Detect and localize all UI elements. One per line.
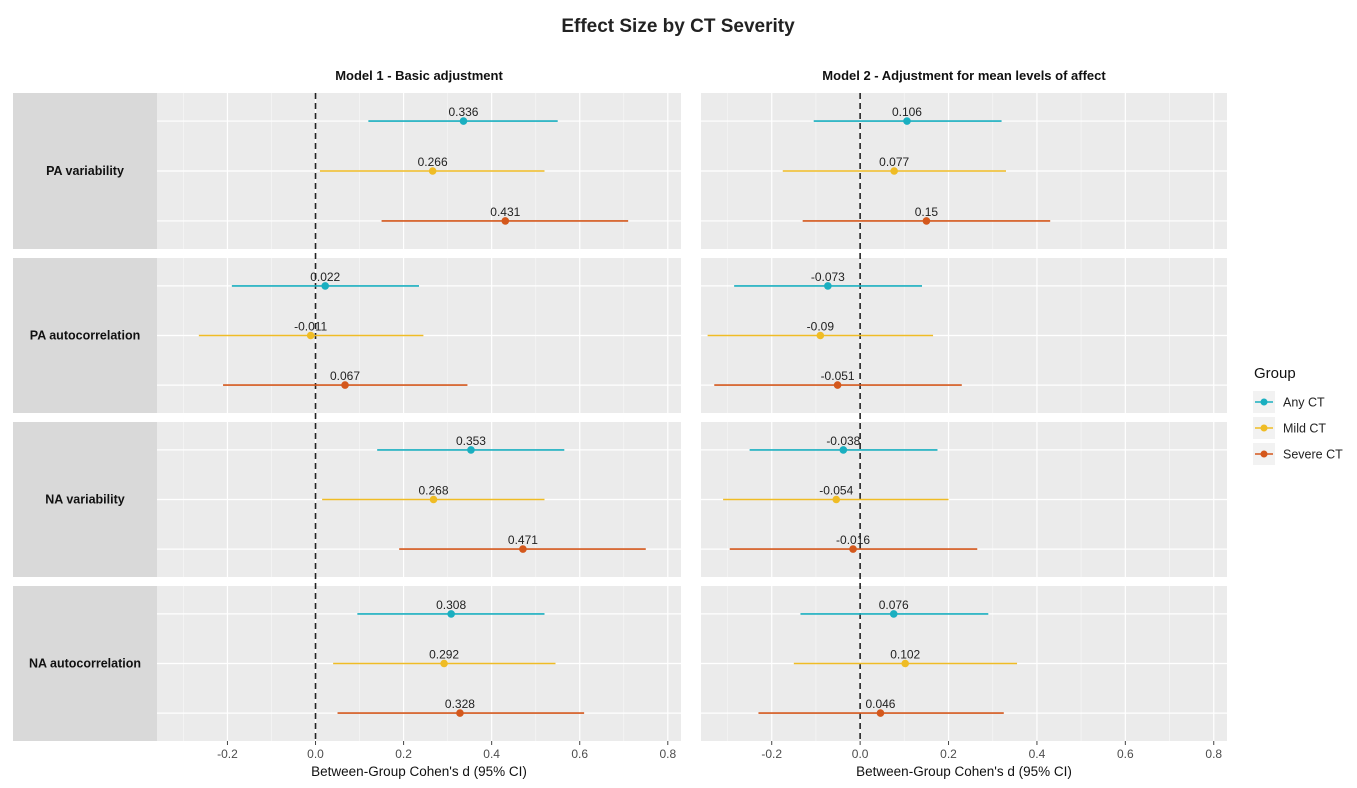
legend-title: Group <box>1254 365 1296 382</box>
data-label: 0.353 <box>456 434 486 448</box>
x-tick-label: 0.2 <box>395 747 412 761</box>
x-tick-label: 0.4 <box>483 747 500 761</box>
data-label: 0.046 <box>865 697 895 711</box>
x-tick-label: 0.8 <box>659 747 676 761</box>
x-axis-title: Between-Group Cohen's d (95% CI) <box>311 764 527 779</box>
row-label-pa-variability: PA variability <box>46 164 124 178</box>
x-tick-label: -0.2 <box>761 747 782 761</box>
data-label: 0.336 <box>448 105 478 119</box>
x-tick-label: 0.0 <box>852 747 869 761</box>
legend-label-mild-ct: Mild CT <box>1283 422 1326 436</box>
point-severe-ct <box>833 381 842 389</box>
data-label: 0.076 <box>879 598 909 612</box>
x-tick-label: 0.2 <box>940 747 957 761</box>
row-label-na-variability: NA variability <box>45 493 124 507</box>
point-mild-ct <box>832 495 841 504</box>
data-label: 0.067 <box>330 369 360 383</box>
legend-label-severe-ct: Severe CT <box>1283 448 1343 462</box>
legend-key-point-any-ct <box>1260 398 1268 406</box>
data-label: 0.431 <box>490 205 520 219</box>
data-label: -0.051 <box>821 369 855 383</box>
row-strip-na-variability <box>13 422 157 577</box>
point-any-ct <box>903 117 911 125</box>
point-severe-ct <box>849 545 857 553</box>
point-severe-ct <box>501 217 510 225</box>
row-strip-na-autocorrelation <box>13 586 157 741</box>
data-label: -0.054 <box>819 484 853 498</box>
data-label: -0.038 <box>826 434 860 448</box>
point-severe-ct <box>876 709 885 717</box>
data-label: -0.011 <box>294 320 327 334</box>
point-any-ct <box>459 117 468 125</box>
data-label: 0.328 <box>445 697 475 711</box>
row-label-na-autocorrelation: NA autocorrelation <box>29 657 141 671</box>
data-label: 0.292 <box>429 648 459 662</box>
point-severe-ct <box>456 709 464 717</box>
data-label: 0.106 <box>892 105 922 119</box>
point-severe-ct <box>922 217 931 225</box>
data-label: 0.102 <box>890 648 920 662</box>
panel-title-1: Model 1 - Basic adjustment <box>335 68 503 83</box>
point-any-ct <box>839 446 848 454</box>
x-tick-label: 0.6 <box>571 747 588 761</box>
point-mild-ct <box>429 495 438 504</box>
chart-title: Effect Size by CT Severity <box>561 16 795 37</box>
row-strip-pa-variability <box>13 93 157 249</box>
point-mild-ct <box>890 167 898 175</box>
panel-title-2: Model 2 - Adjustment for mean levels of … <box>822 68 1106 83</box>
point-mild-ct <box>440 659 448 668</box>
x-axis-title: Between-Group Cohen's d (95% CI) <box>856 764 1072 779</box>
point-any-ct <box>321 282 330 290</box>
point-mild-ct <box>901 659 910 668</box>
data-label: 0.268 <box>419 484 449 498</box>
row-strip-pa-autocorrelation <box>13 258 157 413</box>
point-any-ct <box>447 610 455 618</box>
x-tick-label: 0.8 <box>1205 747 1222 761</box>
point-mild-ct <box>306 331 315 340</box>
point-mild-ct <box>816 331 825 340</box>
data-label: -0.09 <box>807 320 835 334</box>
legend-label-any-ct: Any CT <box>1283 396 1325 410</box>
data-label: 0.471 <box>508 533 538 547</box>
x-tick-label: -0.2 <box>217 747 238 761</box>
point-severe-ct <box>519 545 527 553</box>
data-label: -0.016 <box>836 533 870 547</box>
x-tick-label: 0.6 <box>1117 747 1134 761</box>
point-any-ct <box>467 446 475 454</box>
point-severe-ct <box>341 381 349 389</box>
row-label-pa-autocorrelation: PA autocorrelation <box>30 329 140 343</box>
x-tick-label: 0.4 <box>1029 747 1046 761</box>
data-label: 0.15 <box>915 205 939 219</box>
data-label: 0.308 <box>436 598 466 612</box>
x-tick-label: 0.0 <box>307 747 324 761</box>
point-any-ct <box>824 282 832 290</box>
point-mild-ct <box>428 167 437 175</box>
point-any-ct <box>889 610 898 618</box>
legend-key-point-mild-ct <box>1260 424 1268 432</box>
legend-key-point-severe-ct <box>1260 450 1268 458</box>
data-label: -0.073 <box>811 270 845 284</box>
data-label: 0.077 <box>879 155 909 169</box>
data-label: 0.022 <box>310 270 340 284</box>
data-label: 0.266 <box>418 155 448 169</box>
